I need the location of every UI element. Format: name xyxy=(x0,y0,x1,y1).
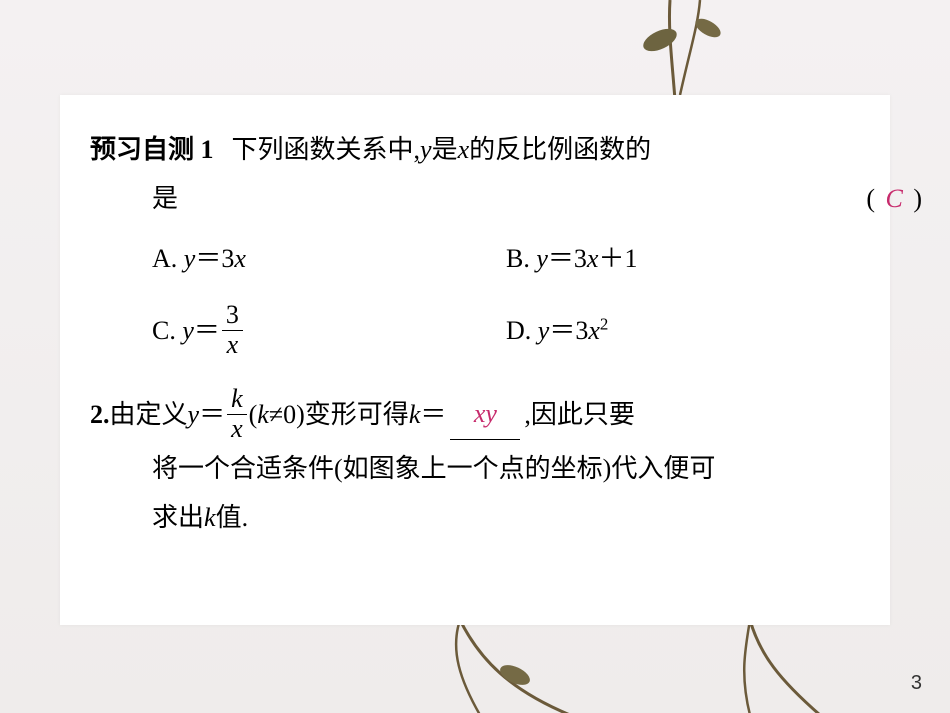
paren-open: ( xyxy=(866,184,875,213)
choice-c: C. y ＝ 3 x xyxy=(152,301,506,359)
content-panel: 预习自测 1 下列函数关系中, y 是 x 的反比例函数的 是 ( C ) A.… xyxy=(60,95,890,625)
q2-lhs: y xyxy=(188,390,200,439)
choice-d-label: D. xyxy=(506,306,531,355)
q2-line1: 2. 由定义 y ＝ k x ( k ≠0 ) 变形可得 k ＝ xy ,因此只… xyxy=(90,385,860,443)
q1-stem-line2: 是 xyxy=(152,174,178,223)
q2-line2: 将一个合适条件(如图象上一个点的坐标)代入便可 xyxy=(90,444,860,493)
q1-stem-b: 是 xyxy=(432,125,458,174)
choice-d: D. y ＝ 3x2 xyxy=(506,306,860,355)
q2-line3: 求出 k 值. xyxy=(90,493,860,542)
q1-var-x: x xyxy=(458,125,470,174)
choice-c-label: C. xyxy=(152,306,176,355)
q2-fraction: k x xyxy=(227,385,247,443)
q2-answer: xy xyxy=(470,399,501,428)
choice-a-label: A. xyxy=(152,234,177,283)
choice-c-fraction: 3 x xyxy=(222,301,243,359)
q1-heading: 预习自测 1 xyxy=(90,125,214,174)
choice-b-label: B. xyxy=(506,234,530,283)
q2-number: 2. xyxy=(90,390,110,439)
q1-answer-group: ( C ) xyxy=(866,174,922,223)
q1-var-y: y xyxy=(420,125,432,174)
paren-close: ) xyxy=(913,184,922,213)
choice-a: A. y ＝ 3x xyxy=(152,234,506,283)
q1-stem-a: 下列函数关系中, xyxy=(232,125,421,174)
q1-choices: A. y ＝ 3x B. y ＝ 3x ＋1 C. y ＝ 3 x D. y ＝… xyxy=(90,224,860,360)
choice-b: B. y ＝ 3x ＋1 xyxy=(506,234,860,283)
q1-answer: C xyxy=(881,184,906,213)
q2-t3: ,因此只要 xyxy=(524,390,635,439)
q2-t2: 变形可得 xyxy=(305,390,409,439)
q2-block: 2. 由定义 y ＝ k x ( k ≠0 ) 变形可得 k ＝ xy ,因此只… xyxy=(90,385,860,542)
q1-line1: 预习自测 1 下列函数关系中, y 是 x 的反比例函数的 xyxy=(90,125,860,174)
page-number: 3 xyxy=(911,672,922,695)
q1-line2: 是 ( C ) xyxy=(90,174,922,223)
q2-blank: xy xyxy=(450,389,520,439)
q2-t1: 由定义 xyxy=(110,390,188,439)
q1-stem-c: 的反比例函数的 xyxy=(469,125,651,174)
